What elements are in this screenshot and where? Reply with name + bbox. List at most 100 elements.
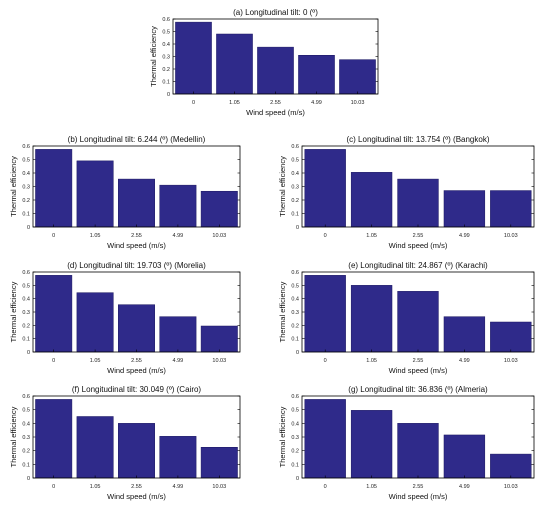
bar — [350, 172, 393, 228]
plot-frame — [32, 145, 241, 228]
x-tick-label: 2.55 — [270, 100, 281, 106]
x-axis-label: Wind speed (m/s) — [107, 241, 166, 250]
y-tick-label: 0.1 — [22, 462, 30, 468]
bar — [76, 160, 114, 228]
chart-svg: (a) Longitudinal tilt: 0 (º) 0 0.1 0.2 0.3 0.… — [149, 8, 379, 117]
y-tick-label: 0.6 — [162, 17, 170, 23]
bar — [175, 21, 212, 95]
x-tick-label: 4.99 — [459, 358, 470, 364]
bar — [350, 285, 393, 353]
chart-svg: (f) Longitudinal tilt: 30.049 (º) (Cairo… — [9, 385, 241, 501]
y-tick-label: 0.3 — [22, 185, 30, 191]
x-tick-label: 10.03 — [351, 100, 365, 106]
x-tick-label: 4.99 — [173, 358, 184, 364]
x-tick-label: 1.05 — [366, 484, 377, 490]
plot-frame — [301, 395, 535, 479]
y-tick-label: 0.4 — [291, 297, 299, 303]
x-tick-label: 4.99 — [311, 100, 322, 106]
x-tick-label: 2.55 — [131, 484, 142, 490]
x-tick-label: 0 — [52, 358, 55, 364]
bar — [118, 304, 155, 353]
bar — [350, 410, 393, 479]
y-axis-label: Thermal efficiency — [278, 281, 287, 342]
y-tick-label: 0.6 — [22, 270, 30, 276]
bar — [490, 190, 532, 228]
chart-panel: (d) Longitudinal tilt: 19.703 (º) (Morel… — [7, 258, 244, 378]
bar — [35, 149, 73, 228]
chart-panel: (a) Longitudinal tilt: 0 (º) 0 0.1 0.2 0.3 0.… — [147, 5, 382, 120]
y-tick-label: 0 — [27, 476, 30, 482]
x-tick-label: 0 — [52, 233, 55, 239]
x-tick-label: 10.03 — [212, 358, 226, 364]
plot-frame — [32, 271, 241, 353]
y-tick-label: 0.5 — [22, 158, 30, 164]
y-axis-label: Thermal efficiency — [9, 156, 18, 217]
y-axis-label: Thermal efficiency — [9, 406, 18, 467]
chart-panel: (c) Longitudinal tilt: 13.754 (º) (Bangk… — [276, 132, 538, 253]
x-axis-label: Wind speed (m/s) — [389, 366, 448, 375]
chart-title: (b) Longitudinal tilt: 6.244 (º) (Medell… — [68, 135, 206, 144]
x-tick-label: 2.55 — [413, 233, 424, 239]
bar — [257, 46, 294, 95]
x-tick-label: 1.05 — [366, 233, 377, 239]
bar — [200, 447, 238, 479]
x-tick-label: 1.05 — [229, 100, 240, 106]
x-tick-label: 4.99 — [459, 484, 470, 490]
x-tick-label: 4.99 — [459, 233, 470, 239]
y-tick-label: 0 — [296, 350, 299, 356]
bar — [443, 434, 486, 479]
y-tick-label: 0.2 — [291, 449, 299, 455]
bar — [397, 291, 439, 353]
bar — [216, 33, 253, 95]
y-tick-label: 0.5 — [162, 30, 170, 36]
bar — [200, 325, 238, 353]
plot-frame — [32, 395, 241, 479]
y-axis-label: Thermal efficiency — [278, 406, 287, 467]
y-tick-label: 0.6 — [291, 270, 299, 276]
bar — [76, 416, 114, 479]
x-tick-label: 1.05 — [366, 358, 377, 364]
bar — [490, 453, 532, 479]
y-tick-label: 0.3 — [291, 310, 299, 316]
bar — [76, 292, 114, 353]
chart-panel: (f) Longitudinal tilt: 30.049 (º) (Cairo… — [7, 382, 244, 504]
bar — [397, 178, 439, 228]
y-tick-label: 0.6 — [22, 394, 30, 400]
chart-title: (e) Longitudinal tilt: 24.867 (º) (Karac… — [348, 261, 488, 270]
y-tick-label: 0.4 — [22, 171, 30, 177]
bar — [159, 436, 197, 479]
x-axis-label: Wind speed (m/s) — [389, 241, 448, 250]
x-tick-label: 2.55 — [131, 358, 142, 364]
bar — [304, 399, 346, 479]
bar — [304, 275, 346, 353]
y-tick-label: 0.6 — [22, 144, 30, 150]
plot-frame — [301, 145, 535, 228]
y-tick-label: 0.1 — [22, 212, 30, 218]
x-tick-label: 10.03 — [504, 358, 518, 364]
x-tick-label: 0 — [324, 358, 327, 364]
x-tick-label: 0 — [52, 484, 55, 490]
x-tick-label: 0 — [324, 233, 327, 239]
y-tick-label: 0.1 — [291, 337, 299, 343]
bar — [35, 275, 73, 353]
x-tick-label: 10.03 — [504, 484, 518, 490]
bar — [159, 184, 197, 228]
bar — [397, 423, 439, 479]
x-tick-label: 1.05 — [90, 484, 101, 490]
x-axis-label: Wind speed (m/s) — [107, 366, 166, 375]
bar — [490, 321, 532, 353]
y-tick-label: 0.2 — [291, 198, 299, 204]
x-tick-label: 0 — [324, 484, 327, 490]
x-tick-label: 2.55 — [413, 484, 424, 490]
y-tick-label: 0 — [27, 225, 30, 231]
chart-title: (c) Longitudinal tilt: 13.754 (º) (Bangk… — [347, 135, 490, 144]
bar — [35, 399, 73, 479]
y-tick-label: 0.5 — [22, 408, 30, 414]
chart-svg: (g) Longitudinal tilt: 36.836 (º) (Almer… — [278, 385, 535, 501]
y-tick-label: 0.6 — [291, 144, 299, 150]
y-axis-label: Thermal efficiency — [278, 156, 287, 217]
y-tick-label: 0 — [296, 225, 299, 231]
y-tick-label: 0.4 — [291, 171, 299, 177]
chart-svg: (b) Longitudinal tilt: 6.244 (º) (Medell… — [9, 135, 241, 250]
